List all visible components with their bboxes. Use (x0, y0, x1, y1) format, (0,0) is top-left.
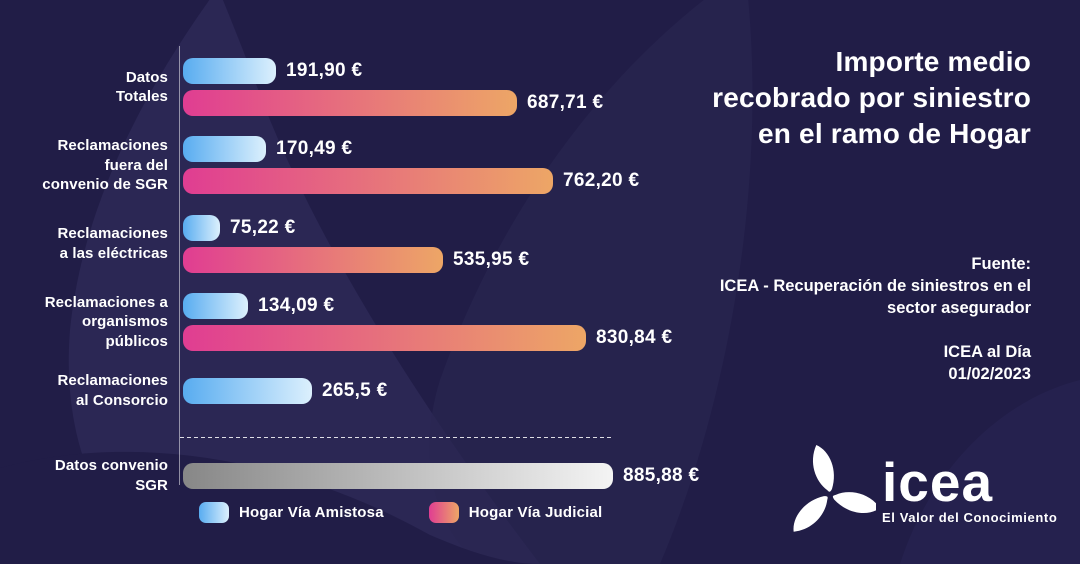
logo-petal (793, 496, 828, 532)
legend-swatch-judicial (428, 502, 459, 523)
chart-row: Reclamaciones a las eléctricas 75,22 € 535… (36, 214, 696, 273)
chart-row: Reclamaciones al Consorcio 265,5 € (36, 371, 696, 410)
icea-logo-text: icea (882, 451, 994, 513)
bar-amistosa (183, 214, 220, 241)
value-label: 830,84 € (596, 326, 673, 348)
value-label: 170,49 € (276, 138, 353, 160)
background-corner-shape (900, 380, 1080, 564)
source-block: Fuente: ICEA - Recuperación de siniestro… (719, 254, 1031, 386)
bar-judicial (183, 90, 517, 116)
chart-row: Reclamaciones fuera del convenio de SGR 1… (36, 136, 696, 195)
value-label: 762,20 € (563, 170, 640, 192)
background-blade-shape (429, 0, 753, 564)
legend-item-judicial: Hogar Vía Judicial (428, 502, 603, 523)
category-label: Datos convenio SGR (54, 457, 168, 494)
icea-logo-tagline: El Valor del Conocimiento (882, 510, 1058, 525)
bar-judicial (183, 168, 553, 195)
value-label: 134,09 € (258, 294, 335, 316)
chart-row: Reclamaciones a organismos públicos 134,0… (36, 292, 696, 352)
source-label: Fuente: (971, 255, 1031, 273)
logo-petal (832, 492, 876, 514)
value-label: 885,88 € (623, 464, 700, 486)
category-label: Reclamaciones al Consorcio (57, 372, 168, 409)
legend-label: Hogar Vía Judicial (468, 504, 603, 521)
source-text: ICEA - Recuperación de siniestros en el … (719, 276, 1031, 317)
bar-judicial (183, 324, 586, 351)
bar-amistosa (183, 136, 266, 163)
bar-sgr (183, 462, 613, 489)
publication-date: 01/02/2023 (948, 364, 1031, 383)
value-label: 535,95 € (453, 248, 530, 270)
category-label: Reclamaciones a organismos públicos (44, 293, 168, 350)
logo-petal (812, 445, 834, 492)
legend-swatch-amistosa (199, 502, 229, 523)
background-wave-shape (0, 451, 540, 564)
category-label: Reclamaciones fuera del convenio de SGR (42, 137, 168, 193)
legend-label: Hogar Vía Amistosa (239, 504, 384, 521)
chart-separator-line (180, 437, 614, 438)
bar-chart: Datos Totales 191,90 € 687,71 € Reclamacion… (36, 58, 700, 515)
value-label: 75,22 € (230, 216, 296, 238)
icea-logo: icea El Valor del Conocimiento (786, 444, 1057, 538)
value-label: 687,71 € (527, 92, 604, 113)
value-label: 191,90 € (286, 60, 363, 81)
chart-row: Datos Totales 191,90 € 687,71 € (36, 58, 696, 116)
chart-title: Importe medio recobrado por siniestro en… (712, 46, 1031, 149)
publication-name: ICEA al Día (943, 342, 1031, 361)
chart-row: Datos convenio SGR 885,88 € (36, 456, 700, 495)
bar-amistosa (183, 377, 312, 404)
value-label: 265,5 € (322, 379, 388, 401)
bar-amistosa (183, 292, 248, 319)
bar-amistosa (183, 58, 276, 84)
category-label: Datos Totales (115, 68, 168, 106)
bar-judicial (183, 246, 443, 273)
category-label: Reclamaciones a las eléctricas (57, 225, 168, 262)
legend: Hogar Vía Amistosa Hogar Vía Judicial (199, 502, 602, 523)
chart-axis-line (179, 46, 180, 485)
legend-item-amistosa: Hogar Vía Amistosa (199, 502, 384, 523)
icea-logo-icon (793, 445, 876, 532)
